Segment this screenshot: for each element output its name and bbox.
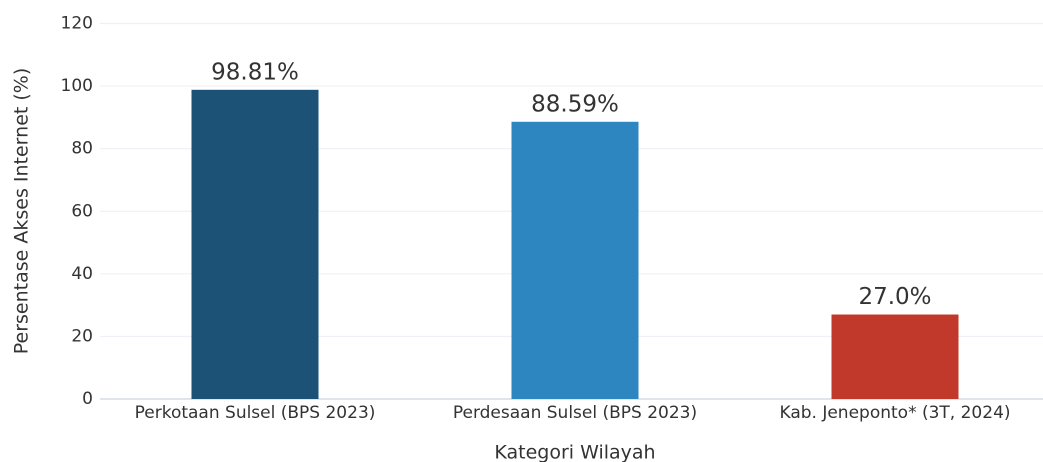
- y-tick-label: 80: [71, 139, 93, 159]
- x-tick-label: Perkotaan Sulsel (BPS 2023): [135, 403, 376, 423]
- y-tick-label: 100: [61, 76, 93, 96]
- bar: [191, 89, 319, 400]
- y-tick-label: 20: [71, 326, 93, 346]
- bar: [511, 121, 639, 400]
- value-label: 98.81%: [211, 59, 299, 85]
- x-axis-title: Kategori Wilayah: [494, 442, 655, 462]
- y-tick-label: 60: [71, 201, 93, 221]
- y-axis-title: Persentase Akses Internet (%): [11, 68, 33, 355]
- value-label: 27.0%: [858, 284, 931, 310]
- x-tick-label: Perdesaan Sulsel (BPS 2023): [453, 403, 697, 423]
- x-tick-label: Kab. Jeneponto* (3T, 2024): [779, 403, 1010, 423]
- bar: [831, 314, 959, 399]
- y-tick-label: 40: [71, 264, 93, 284]
- y-tick-label: 120: [61, 14, 93, 34]
- value-label: 88.59%: [531, 91, 619, 117]
- y-tick-label: 0: [82, 389, 93, 409]
